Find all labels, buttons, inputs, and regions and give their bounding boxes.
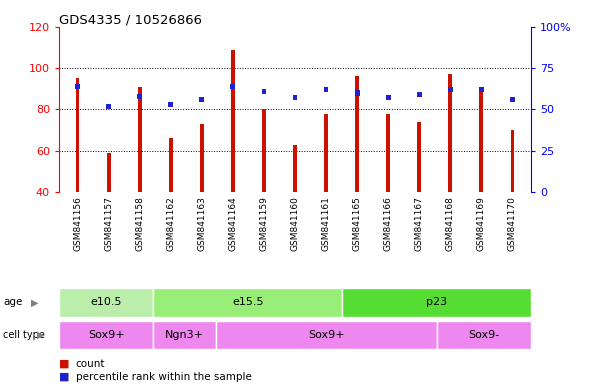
Text: Ngn3+: Ngn3+ [165, 330, 204, 340]
Text: ▶: ▶ [37, 330, 45, 340]
Text: Sox9-: Sox9- [468, 330, 499, 340]
Text: age: age [3, 297, 22, 308]
Bar [324, 87, 329, 92]
Text: GSM841159: GSM841159 [260, 196, 268, 251]
Text: GSM841170: GSM841170 [508, 196, 517, 251]
Bar [386, 95, 391, 101]
Bar [510, 130, 514, 192]
Text: ■: ■ [59, 359, 70, 369]
Text: GSM841162: GSM841162 [166, 196, 175, 251]
Text: GSM841161: GSM841161 [322, 196, 330, 251]
Text: ▶: ▶ [31, 297, 39, 308]
Bar [510, 97, 515, 102]
Bar [59, 288, 153, 317]
Bar [293, 95, 297, 101]
Text: count: count [76, 359, 105, 369]
Bar [107, 153, 110, 192]
Bar [480, 89, 483, 192]
Bar [231, 50, 235, 192]
Text: Sox9+: Sox9+ [308, 330, 345, 340]
Bar [168, 102, 173, 107]
Bar [106, 104, 111, 109]
Bar [437, 321, 531, 349]
Bar [448, 74, 452, 192]
Bar [137, 94, 142, 99]
Bar [417, 122, 421, 192]
Text: GSM841167: GSM841167 [415, 196, 424, 251]
Text: GSM841157: GSM841157 [104, 196, 113, 251]
Bar [153, 288, 342, 317]
Bar [293, 144, 297, 192]
Bar [355, 76, 359, 192]
Text: p23: p23 [426, 297, 447, 308]
Text: GSM841169: GSM841169 [477, 196, 486, 251]
Bar [386, 114, 390, 192]
Bar [200, 124, 204, 192]
Text: ■: ■ [59, 372, 70, 382]
Bar [217, 321, 437, 349]
Bar [355, 90, 359, 96]
Bar [76, 78, 80, 192]
Bar [169, 138, 173, 192]
Bar [324, 114, 328, 192]
Text: Sox9+: Sox9+ [88, 330, 124, 340]
Text: e15.5: e15.5 [232, 297, 264, 308]
Text: GSM841156: GSM841156 [73, 196, 82, 251]
Text: GSM841165: GSM841165 [353, 196, 362, 251]
Bar [138, 87, 142, 192]
Bar [59, 321, 153, 349]
Bar [75, 84, 80, 89]
Text: GSM841168: GSM841168 [446, 196, 455, 251]
Bar [417, 92, 422, 97]
Bar [479, 87, 484, 92]
Bar [261, 89, 266, 94]
Text: GSM841158: GSM841158 [135, 196, 144, 251]
Text: GDS4335 / 10526866: GDS4335 / 10526866 [59, 13, 202, 26]
Bar [262, 109, 266, 192]
Bar [342, 288, 531, 317]
Text: GSM841163: GSM841163 [197, 196, 206, 251]
Bar [153, 321, 217, 349]
Text: cell type: cell type [3, 330, 45, 340]
Text: e10.5: e10.5 [90, 297, 122, 308]
Bar [199, 97, 204, 102]
Bar [231, 84, 235, 89]
Text: percentile rank within the sample: percentile rank within the sample [76, 372, 251, 382]
Text: GSM841164: GSM841164 [228, 196, 237, 251]
Text: GSM841160: GSM841160 [290, 196, 300, 251]
Text: GSM841166: GSM841166 [384, 196, 393, 251]
Bar [448, 87, 453, 92]
